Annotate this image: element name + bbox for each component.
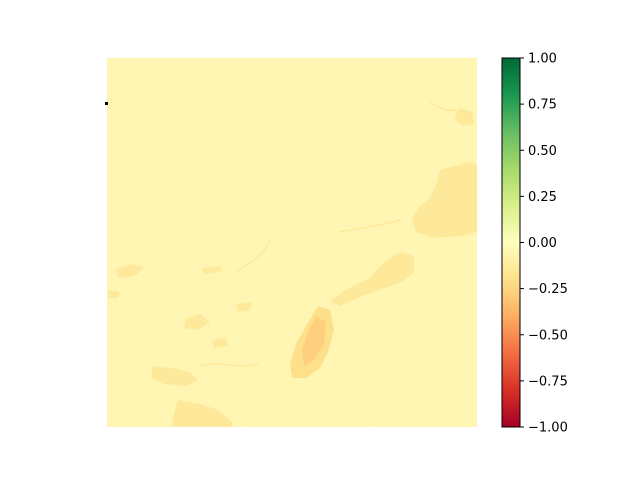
region-small-scatter [236, 302, 252, 312]
colorbar-tick-label: 1.00 [528, 52, 557, 67]
region-small-scatter [212, 338, 228, 348]
colorbar: 1.00 0.75 0.50 0.25 0.00 −0.25 −0.50 −0.75 −1.00 [501, 52, 568, 436]
colorbar-gradient [502, 58, 520, 427]
heatmap-features [108, 108, 477, 427]
colorbar-tick-label: −0.50 [528, 328, 568, 343]
colorbar-tick-label: −0.75 [528, 374, 568, 389]
colorbar-tick-label: −1.00 [528, 421, 568, 436]
region-central-band [330, 252, 414, 306]
colorbar-ticks: 1.00 0.75 0.50 0.25 0.00 −0.25 −0.50 −0.75 −1.00 [520, 52, 568, 436]
region-small-scatter [184, 314, 210, 330]
region-dark-core [302, 316, 326, 366]
region-left-strip [116, 264, 144, 278]
region-bottom-left [172, 400, 232, 427]
heatmap-linear-features [199, 101, 459, 367]
colorbar-tick-label: 0.50 [528, 144, 557, 159]
region-left-dot [108, 290, 120, 298]
colorbar-tick-label: 0.25 [528, 190, 557, 205]
colorbar-tick-label: −0.25 [528, 282, 568, 297]
edge-mark [105, 102, 108, 105]
colorbar-tick-label: 0.00 [528, 236, 557, 251]
region-right-lobe [412, 162, 477, 238]
region-lower-left [152, 366, 198, 386]
colorbar-tick-label: 0.75 [528, 98, 557, 113]
region-top-right-spot [454, 108, 474, 126]
heatmap-image [107, 58, 477, 427]
region-mid-strip [202, 266, 222, 274]
